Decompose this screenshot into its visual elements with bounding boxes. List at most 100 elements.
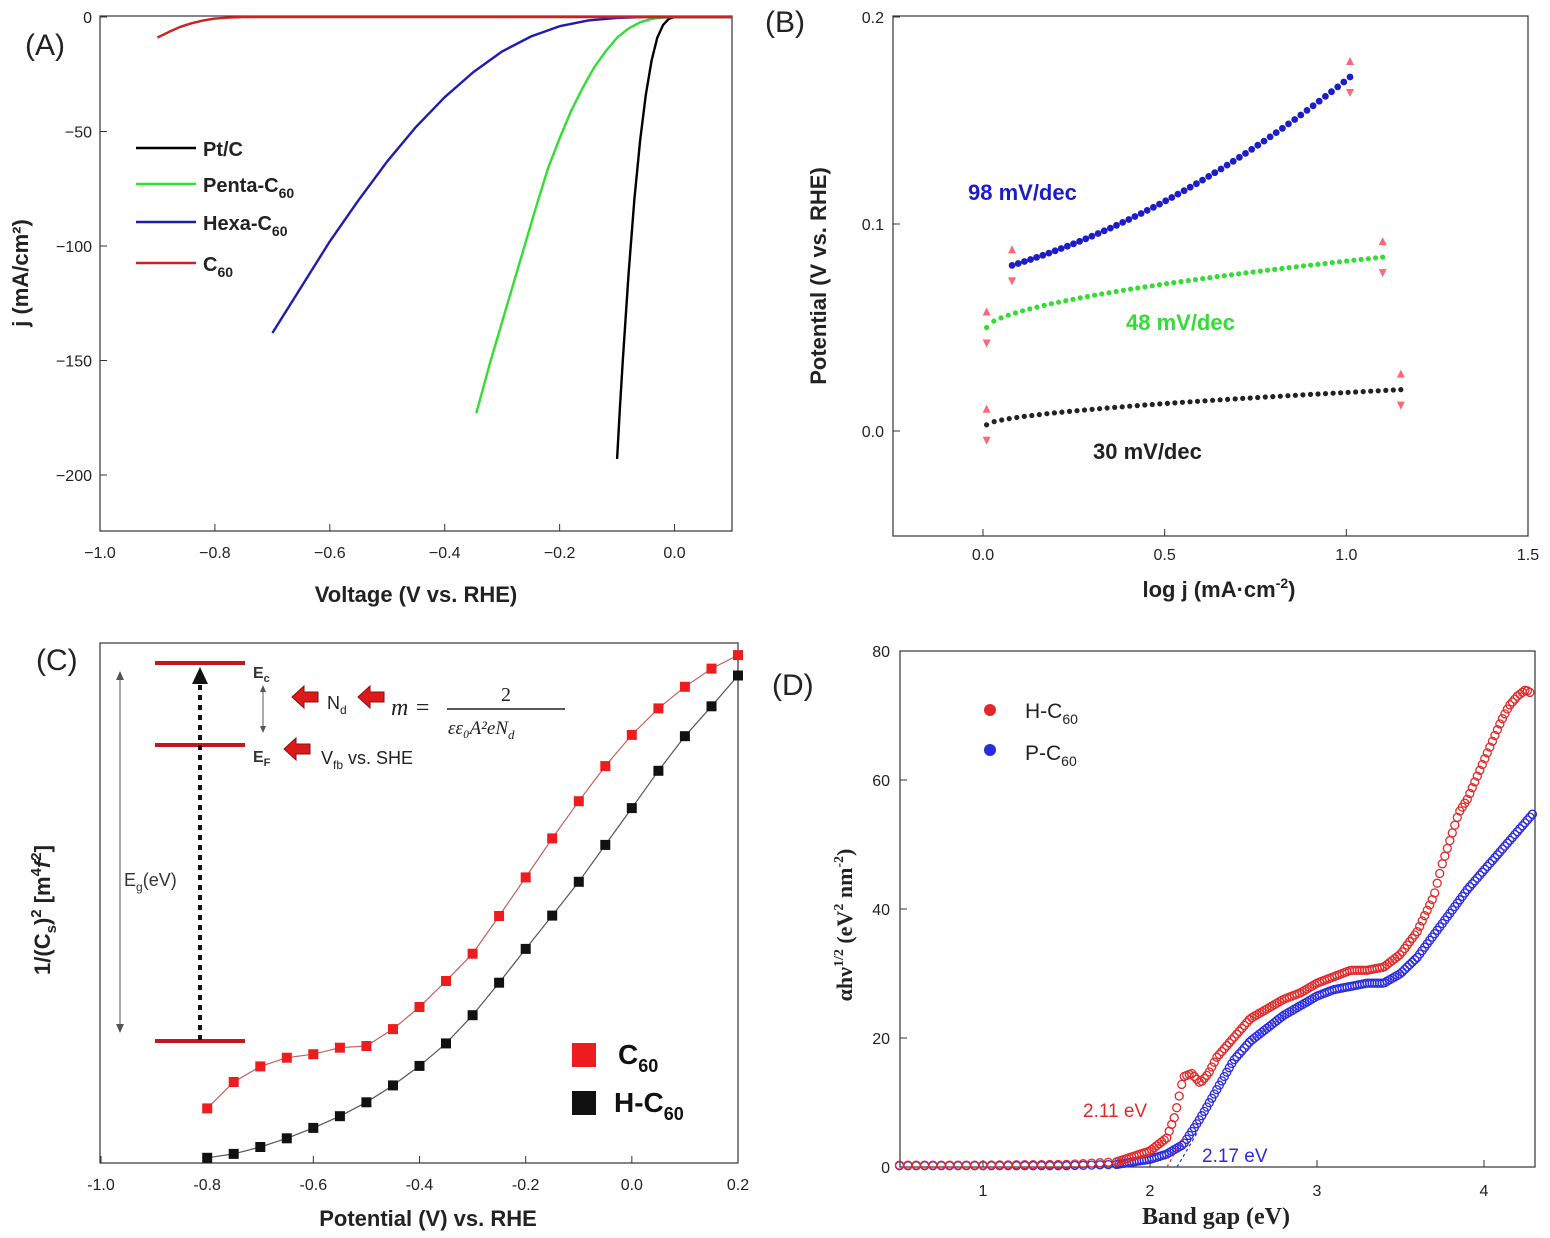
band-diagram-inset: Ec EF Eg(eV) Nd m = 2 εε₀A²eNd Vfb vs. S… — [116, 661, 565, 1043]
b-point — [1247, 395, 1253, 401]
panel-b: 0.0 0.5 1.0 1.5 0.0 0.1 0.2 (B) log j (mA·cm-2… — [765, 6, 1539, 602]
b-error-marker-up — [1396, 369, 1405, 378]
b-point — [1045, 249, 1053, 257]
b-point — [1345, 389, 1351, 395]
legend-label-penta: Penta-C60 — [203, 175, 294, 201]
d-point — [1379, 978, 1390, 988]
d-point — [1517, 821, 1528, 831]
c-point — [520, 943, 531, 954]
formula-denominator: εε₀A²eNd — [448, 718, 515, 742]
a-ytick-label: −100 — [56, 239, 92, 256]
d-point — [1430, 888, 1440, 898]
b-point — [1277, 393, 1283, 399]
b-point — [1100, 227, 1108, 235]
c-point — [547, 910, 558, 921]
b-point — [1097, 406, 1103, 412]
b-point — [1242, 150, 1249, 157]
d-point — [1487, 736, 1498, 746]
b-point — [1074, 408, 1080, 414]
c-point — [600, 761, 611, 772]
c-point — [361, 1097, 372, 1108]
panel-d-legend: H-C60 P-C60 — [984, 700, 1078, 769]
d-point — [1209, 1057, 1219, 1067]
c-point — [520, 872, 531, 883]
b-point — [1164, 281, 1170, 287]
b-point — [1084, 293, 1090, 300]
c-point — [228, 1148, 239, 1159]
b-point — [1285, 120, 1292, 128]
d-xtick-label: 1 — [979, 1183, 988, 1200]
slope-label-green: 48 mV/dec — [1126, 310, 1235, 335]
panel-d-xlabel: Band gap (eV) — [1142, 1204, 1290, 1230]
d-point — [1227, 1035, 1237, 1045]
c-point — [653, 765, 664, 776]
a-ytick-label: −150 — [56, 354, 92, 371]
a-series-line-2 — [271, 15, 732, 334]
b-point — [1036, 412, 1042, 418]
d-point — [1467, 783, 1477, 793]
b-ytick-label: 0.2 — [862, 10, 884, 27]
d-point — [1472, 771, 1482, 781]
b-point — [1236, 153, 1243, 161]
panel-a-label: (A) — [25, 29, 65, 62]
b-point — [1168, 194, 1176, 201]
b-point — [1131, 213, 1139, 220]
panel-d-label: (D) — [772, 669, 814, 702]
d-point — [1470, 777, 1480, 787]
b-point — [1303, 107, 1311, 114]
d-point — [1475, 765, 1485, 775]
b-point — [1225, 396, 1231, 402]
d-point — [1174, 1091, 1184, 1101]
d-point — [1512, 826, 1523, 837]
b-point — [1308, 262, 1314, 268]
b-point — [1066, 408, 1073, 414]
b-error-marker-up — [1345, 57, 1354, 66]
d-point — [1234, 1026, 1244, 1036]
b-point — [1014, 260, 1022, 267]
c-point — [679, 681, 690, 692]
panel-d-ylabel: αhν1/2 (eV2 nm-2) — [832, 849, 857, 1002]
b-point — [1113, 221, 1120, 229]
legend-label-c60-c: C60 — [618, 1039, 658, 1076]
c-point — [573, 876, 584, 887]
d-point — [1234, 1049, 1244, 1059]
d-point — [1307, 994, 1317, 1004]
b-point — [1006, 416, 1012, 422]
b-point — [1120, 287, 1126, 293]
b-point — [1229, 157, 1237, 165]
nd-label: Nd — [327, 693, 347, 717]
b-point — [1300, 392, 1306, 398]
b-point — [1162, 197, 1170, 205]
d-point — [1262, 1004, 1272, 1014]
b-point — [1380, 254, 1386, 260]
d-point — [1172, 1143, 1182, 1153]
b-point — [1113, 288, 1119, 295]
b-point — [1255, 394, 1261, 401]
c-point — [467, 1010, 478, 1021]
b-point — [1027, 256, 1034, 263]
b-point — [1307, 391, 1314, 397]
b-point — [1150, 203, 1157, 211]
d-point — [1297, 1000, 1307, 1010]
d-xtick-label: 2 — [1146, 1183, 1155, 1200]
d-point — [1239, 1020, 1250, 1031]
b-point — [1033, 254, 1040, 261]
d-point — [1502, 838, 1513, 848]
ec-label: Ec — [253, 665, 270, 685]
b-point — [1390, 387, 1396, 393]
b-point — [1264, 267, 1271, 273]
formula-numerator: 2 — [501, 684, 511, 706]
b-point — [1187, 399, 1193, 405]
b-point — [1346, 73, 1354, 81]
c-point — [334, 1042, 345, 1053]
b-error-marker-up — [1008, 245, 1017, 254]
d-point — [1425, 900, 1435, 910]
c-point — [733, 650, 743, 661]
b-point — [1099, 291, 1105, 297]
c-point — [600, 839, 611, 850]
b-point — [1315, 97, 1323, 105]
b-point — [1315, 261, 1321, 267]
c-xtick-label: -0.6 — [300, 1177, 328, 1194]
legend-marker-pc60-d — [984, 744, 996, 756]
d-point — [1187, 1068, 1197, 1079]
